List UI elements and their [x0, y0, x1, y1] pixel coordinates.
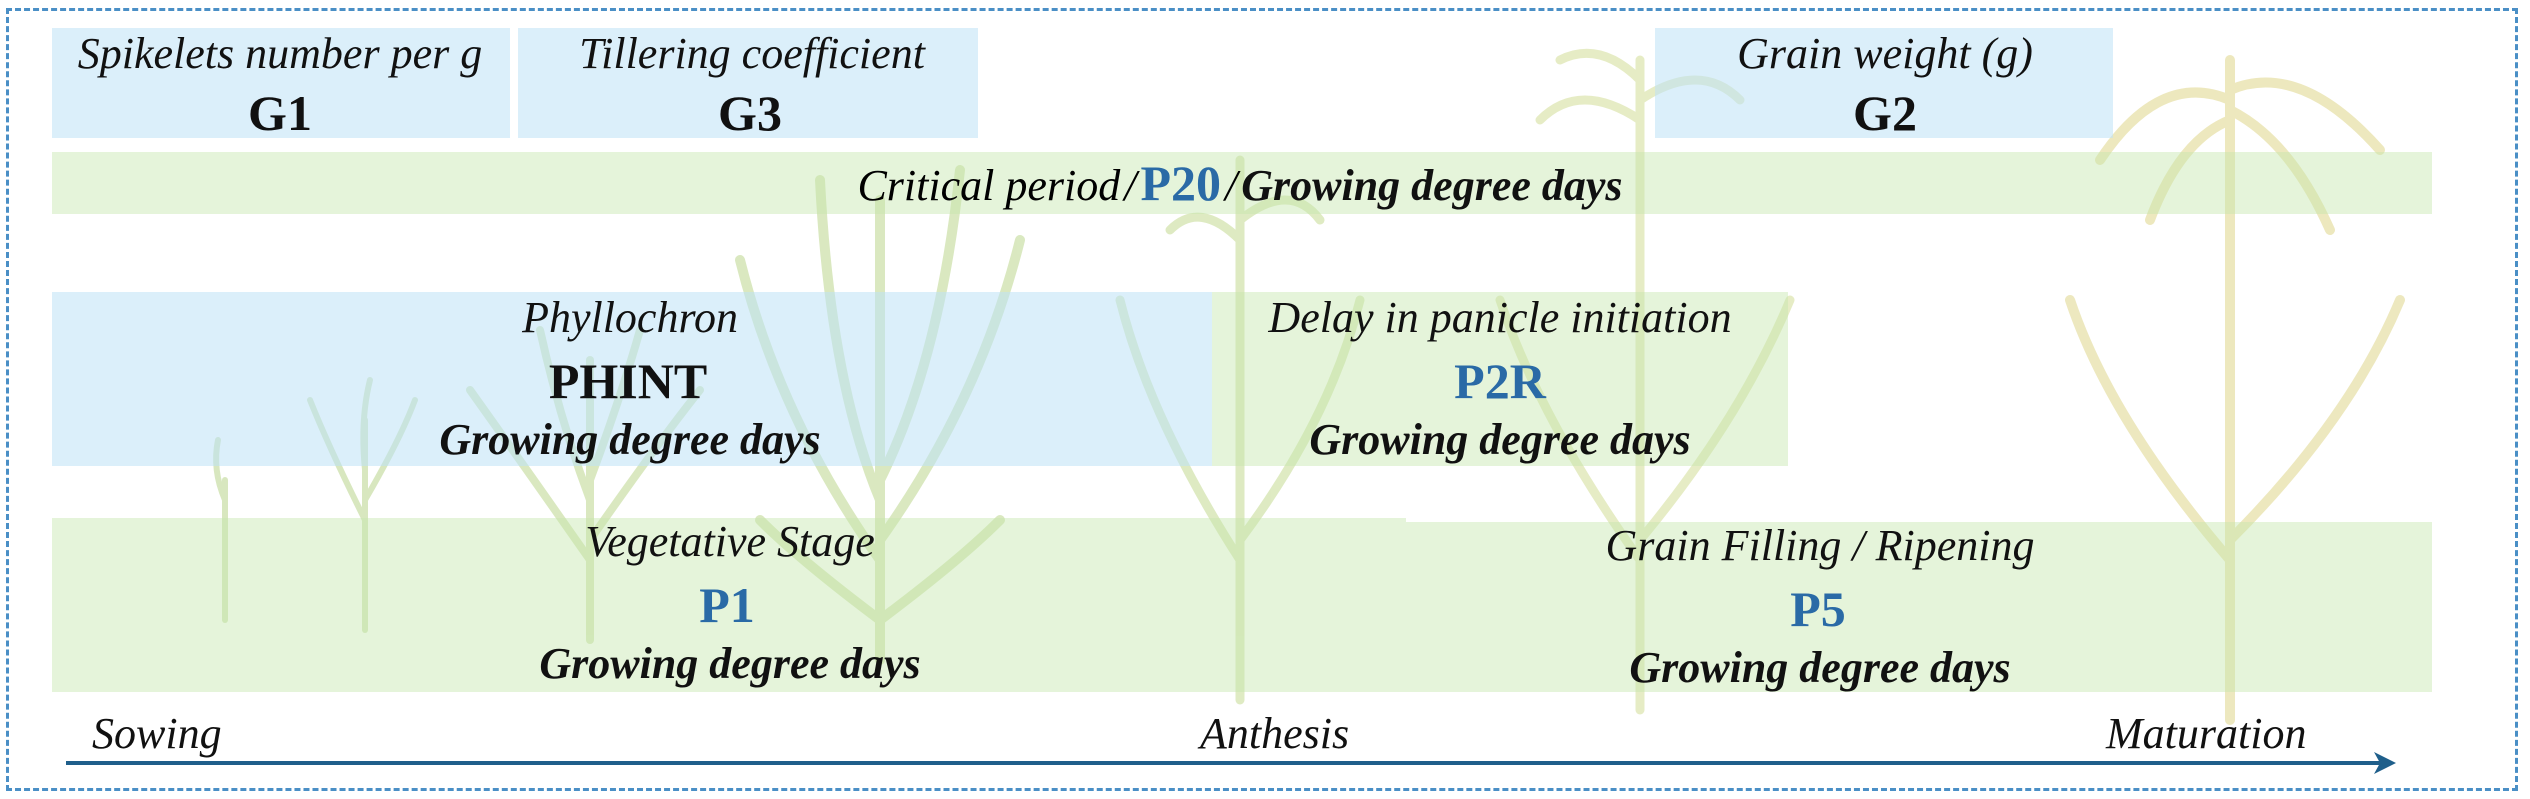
g1-box [52, 28, 510, 138]
panicle-unit: Growing degree days [1309, 415, 1691, 464]
g2-code: G2 [1853, 85, 1917, 141]
phyllochron-box [52, 292, 1212, 466]
critical-separator-1: / [1124, 161, 1137, 210]
critical-period-desc: Critical period [857, 161, 1121, 210]
phyllochron-desc: Phyllochron [522, 293, 738, 342]
p5-code: P5 [1790, 581, 1846, 637]
vegetative-unit: Growing degree days [539, 639, 921, 688]
g2-box [1655, 28, 2113, 138]
g2-description: Grain weight (g) [1737, 29, 2033, 78]
phint-code: PHINT [548, 353, 708, 409]
grain-filling-unit: Growing degree days [1629, 643, 2011, 692]
critical-unit: Growing degree days [1241, 161, 1623, 210]
p1-code: P1 [699, 577, 755, 633]
g3-description: Tillering coefficient [579, 29, 925, 78]
p2r-code: P2R [1454, 353, 1546, 409]
anthesis-label: Anthesis [1200, 709, 1350, 758]
vegetative-desc: Vegetative Stage [585, 517, 875, 566]
grain-filling-box [1406, 522, 2432, 692]
g3-code: G3 [718, 85, 782, 141]
critical-period-label: Critical period / P20 / Growing degree d… [857, 154, 1622, 212]
g3-box [518, 28, 978, 138]
sowing-label: Sowing [92, 709, 222, 758]
p20-code: P20 [1140, 155, 1222, 211]
critical-separator-2: / [1225, 161, 1238, 210]
maturation-label: Maturation [2106, 709, 2307, 758]
g1-description: Spikelets number per g [77, 29, 483, 78]
critical-period-bar [52, 152, 2432, 214]
phyllochron-unit: Growing degree days [439, 415, 821, 464]
grain-filling-desc: Grain Filling / Ripening [1605, 521, 2035, 570]
flowering-plant-icon [1495, 48, 1795, 715]
panicle-desc: Delay in panicle initiation [1268, 293, 1732, 342]
mature-plant-icon [2065, 55, 2405, 725]
vegetative-stage-box [52, 518, 1406, 692]
diagram-border [6, 8, 2518, 791]
panicle-initiation-box [1212, 292, 1788, 466]
g1-code: G1 [248, 85, 312, 141]
